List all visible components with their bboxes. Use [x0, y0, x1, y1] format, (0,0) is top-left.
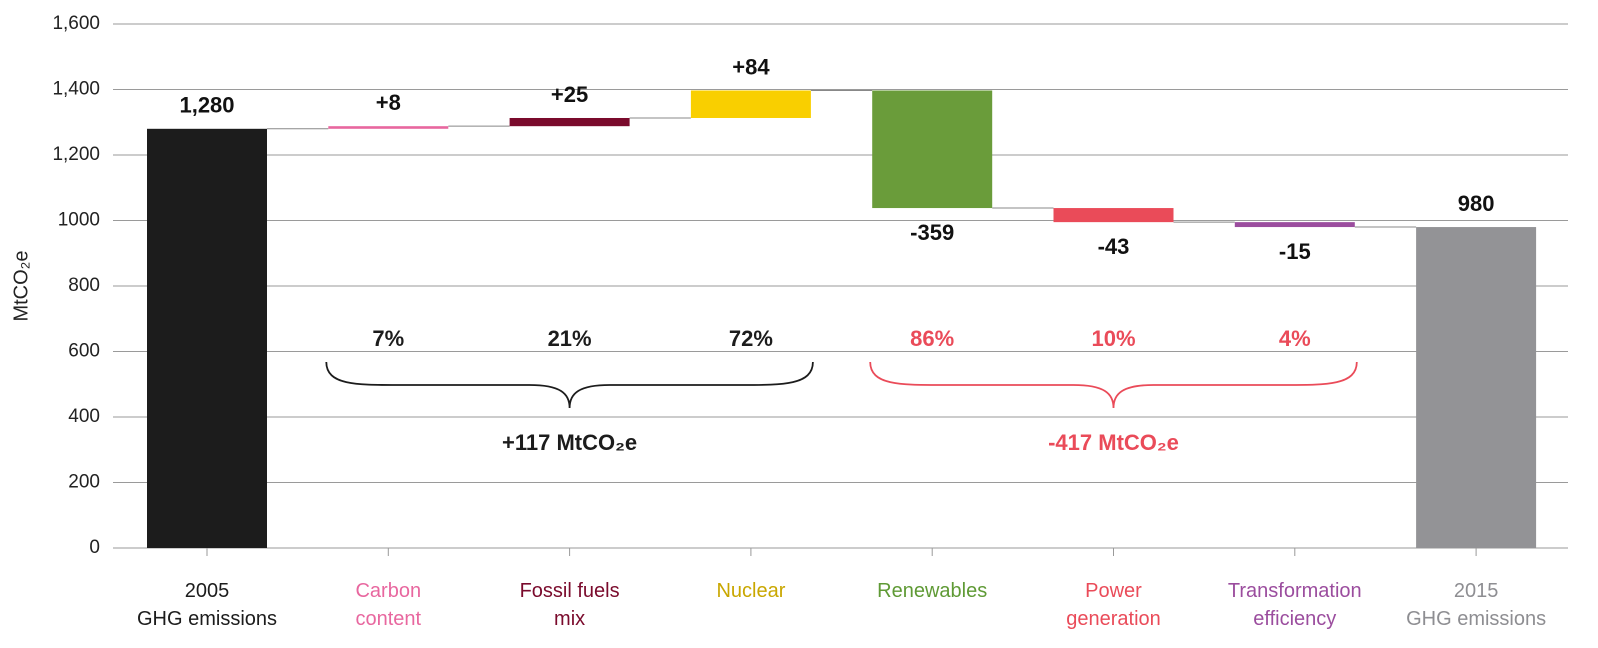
x-tick-label: Renewables [877, 580, 987, 602]
share-label: 10% [1091, 326, 1135, 351]
data-label: +25 [551, 82, 588, 107]
bar [509, 117, 630, 127]
x-tick-label: Carbon content [355, 580, 421, 630]
y-tick-label: 1000 [58, 210, 100, 231]
y-tick-label: 1,600 [52, 13, 100, 34]
y-tick-label: 1,400 [52, 79, 100, 100]
x-tick-label: Power generation [1066, 580, 1161, 630]
share-label: 4% [1279, 326, 1311, 351]
data-label: 1,280 [179, 93, 234, 118]
data-label: -15 [1279, 239, 1311, 264]
group-label: +117 MtCO₂e [502, 430, 637, 455]
bar [1416, 227, 1537, 549]
x-tick-label: Nuclear [716, 580, 785, 602]
brace [325, 361, 814, 409]
bar [1053, 208, 1174, 223]
y-axis-label: MtCO₂e [10, 250, 32, 321]
x-tick-label: 2015 GHG emissions [1406, 580, 1546, 630]
data-label: -359 [910, 220, 954, 245]
x-tick-label: 2005 GHG emissions [137, 580, 277, 630]
share-label: 7% [372, 326, 404, 351]
bar [147, 128, 267, 549]
bar [690, 90, 811, 118]
y-tick-label: 400 [68, 406, 100, 427]
brace [869, 361, 1358, 409]
data-label: -43 [1098, 234, 1130, 259]
group-label: -417 MtCO₂e [1048, 430, 1179, 455]
y-tick-label: 800 [68, 275, 100, 296]
data-label: +8 [376, 90, 401, 115]
share-label: 21% [548, 326, 592, 351]
y-tick-label: 1,200 [52, 144, 100, 165]
bar [1234, 222, 1355, 228]
y-tick-label: 0 [89, 537, 100, 558]
share-label: 86% [910, 326, 954, 351]
y-tick-label: 200 [68, 472, 100, 493]
bar [328, 126, 449, 129]
data-label: 980 [1458, 191, 1495, 216]
x-tick-label: Transformation efficiency [1228, 580, 1362, 630]
x-tick-label: Fossil fuels mix [520, 580, 620, 630]
y-tick-label: 600 [68, 341, 100, 362]
data-label: +84 [732, 54, 770, 79]
bar [872, 90, 993, 209]
share-label: 72% [729, 326, 773, 351]
